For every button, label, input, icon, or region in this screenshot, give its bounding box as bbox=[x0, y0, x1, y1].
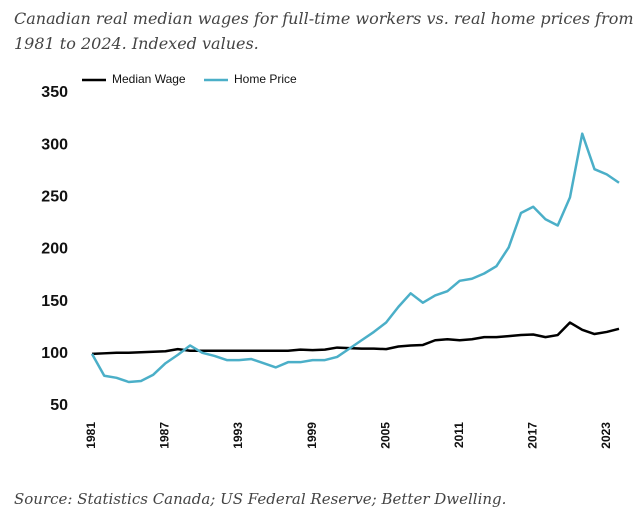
series-line bbox=[90, 132, 620, 384]
source: Source: Statistics Canada; US Federal Re… bbox=[14, 490, 507, 508]
x-tick-label: 2017 bbox=[525, 422, 539, 449]
y-tick-label: 100 bbox=[41, 345, 68, 362]
x-tick-label: 1981 bbox=[84, 422, 98, 449]
x-tick-label: 1987 bbox=[158, 422, 172, 449]
y-tick-label: 150 bbox=[41, 293, 68, 310]
y-tick-label: 200 bbox=[41, 241, 68, 258]
y-tick-label: 350 bbox=[41, 84, 68, 101]
legend-label: Median Wage bbox=[112, 72, 186, 86]
x-tick-label: 2023 bbox=[599, 422, 613, 449]
x-tick-label: 2011 bbox=[452, 422, 466, 448]
x-tick-label: 1993 bbox=[231, 422, 245, 449]
y-tick-label: 300 bbox=[41, 136, 68, 153]
y-tick-label: 250 bbox=[41, 189, 68, 206]
x-tick-label: 1999 bbox=[305, 422, 319, 449]
legend-label: Home Price bbox=[234, 72, 297, 86]
chart-title: Canadian real median wages for full-time… bbox=[14, 9, 634, 53]
series-line bbox=[91, 321, 620, 356]
y-tick-label: 50 bbox=[50, 397, 68, 414]
x-tick-label: 2005 bbox=[378, 422, 392, 449]
